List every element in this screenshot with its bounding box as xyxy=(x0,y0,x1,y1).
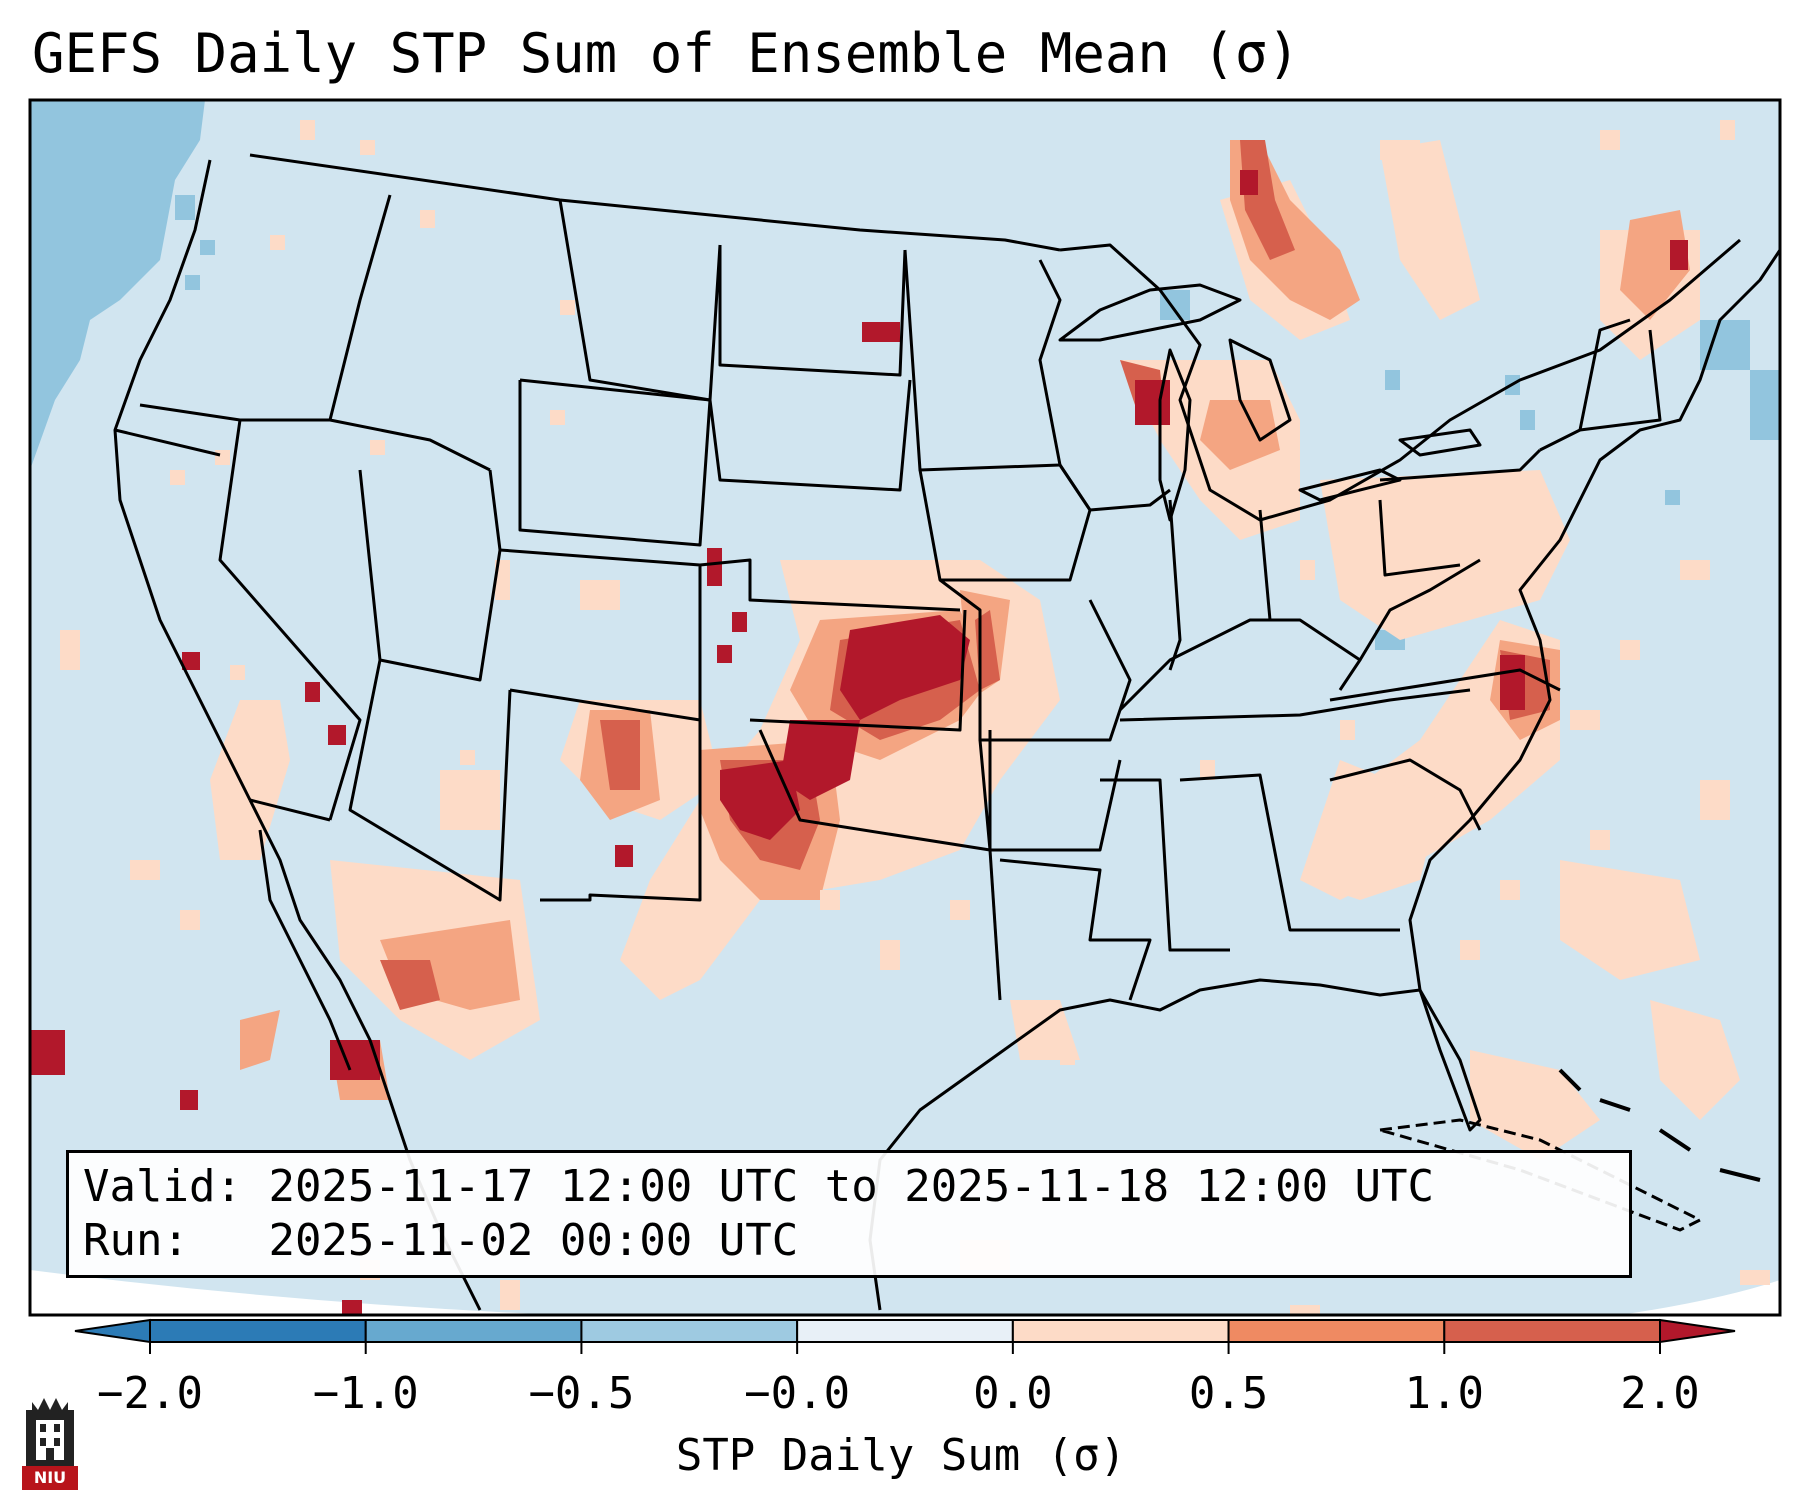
west-coast xyxy=(113,159,252,801)
gulf-coast xyxy=(868,978,1482,1311)
extreme-positive-regions xyxy=(30,170,1688,1315)
lake-superior xyxy=(1058,283,1242,342)
colorbar-tick-label: 2.0 xyxy=(1620,1368,1700,1419)
state-il-in xyxy=(1168,499,1182,671)
state-tx-la xyxy=(988,849,1002,1001)
lake-michigan xyxy=(1158,348,1192,522)
atlantic-coast xyxy=(1408,249,1780,991)
pacific-negative-pixels xyxy=(175,195,1780,650)
colorbar-tick-label: −0.0 xyxy=(744,1368,851,1419)
valid-value: 2025-11-17 12:00 UTC to 2025-11-18 12:00… xyxy=(268,1161,1435,1212)
run-value: 2025-11-02 00:00 UTC xyxy=(268,1215,799,1266)
tower-icon xyxy=(26,1398,74,1466)
colorbar-tick-label: −0.5 xyxy=(528,1368,635,1419)
state-ne-ks xyxy=(699,558,961,612)
run-label: Run: xyxy=(83,1215,189,1266)
state-nd-sd xyxy=(718,245,907,377)
state-wy xyxy=(518,378,712,547)
state-in-oh xyxy=(1258,509,1272,621)
colorbar-segment xyxy=(1443,1319,1662,1343)
baja-peninsula xyxy=(258,829,352,1071)
bahamas xyxy=(1558,1068,1761,1182)
map-title: GEFS Daily STP Sum of Ensemble Mean (σ) xyxy=(32,22,1300,85)
colorbar-tick-label: −2.0 xyxy=(97,1368,203,1419)
state-ny-ne xyxy=(1539,318,1631,452)
state-ky xyxy=(1118,618,1362,712)
state-pa-ny xyxy=(1379,448,1542,482)
state-nv xyxy=(218,419,362,821)
colorbar-segment xyxy=(364,1319,583,1343)
canada-us-border xyxy=(249,153,1061,252)
state-sd-ne xyxy=(708,379,912,492)
pacific-negative-region xyxy=(30,100,205,470)
state-ks-ok xyxy=(749,609,967,732)
state-new-england xyxy=(1579,329,1662,432)
state-al-ga xyxy=(1179,773,1400,932)
state-nm-tx xyxy=(509,688,702,902)
state-oh-pa xyxy=(1378,499,1461,577)
projection-outside-area-right xyxy=(1620,1280,1780,1315)
lake-ontario xyxy=(1398,428,1482,457)
state-tn xyxy=(1119,688,1471,722)
state-ut xyxy=(358,469,502,682)
state-va-nc xyxy=(1329,668,1561,702)
state-id-mt xyxy=(328,194,491,472)
state-ok-tx xyxy=(758,729,992,852)
state-ms-al xyxy=(1100,778,1230,952)
colorbar-tick-label: −1.0 xyxy=(312,1368,419,1419)
colorbar-tick-label: 1.0 xyxy=(1404,1368,1485,1419)
state-ca-nv-az xyxy=(249,798,331,822)
colorbar xyxy=(74,1318,1736,1354)
niu-logo: NIU xyxy=(22,1390,78,1490)
colorbar-segment xyxy=(1011,1319,1230,1343)
state-wi-il xyxy=(1058,464,1171,512)
valid-time-box: Valid: 2025-11-17 12:00 UTC to 2025-11-1… xyxy=(66,1150,1632,1278)
map-frame xyxy=(28,98,1782,1317)
colorbar-segment xyxy=(580,1319,799,1343)
state-wv xyxy=(1358,558,1481,661)
projection-outside-area xyxy=(30,1270,561,1315)
boundaries xyxy=(113,153,1780,1311)
state-la-ms xyxy=(999,858,1152,1001)
lake-huron xyxy=(1228,338,1292,442)
state-mt-nd xyxy=(558,199,722,402)
logo-text: NIU xyxy=(22,1466,78,1490)
state-mo xyxy=(939,578,1132,742)
lake-erie xyxy=(1298,468,1402,502)
cuba xyxy=(1378,1118,1702,1232)
state-az-nm xyxy=(348,659,512,902)
colorbar-segment xyxy=(1227,1319,1446,1343)
state-ar xyxy=(978,739,1122,852)
colorbar-extend-low xyxy=(74,1318,151,1344)
state-nc-sc xyxy=(1329,758,1482,831)
colorbar-segment xyxy=(149,1319,367,1343)
valid-label: Valid: xyxy=(83,1161,242,1212)
colorbar-extend-high xyxy=(1659,1318,1736,1344)
colorbar-tick-label: 0.0 xyxy=(973,1368,1053,1419)
colorbar-tick-label: 0.5 xyxy=(1188,1368,1269,1419)
great-lakes-border xyxy=(1059,238,1741,522)
colorbar-segment xyxy=(796,1319,1014,1343)
colorbar-label: STP Daily Sum (σ) xyxy=(675,1430,1127,1481)
state-mn xyxy=(903,249,1062,472)
state-or-ca-nv xyxy=(114,428,221,457)
scattered-positive-pixels xyxy=(60,120,1770,1315)
